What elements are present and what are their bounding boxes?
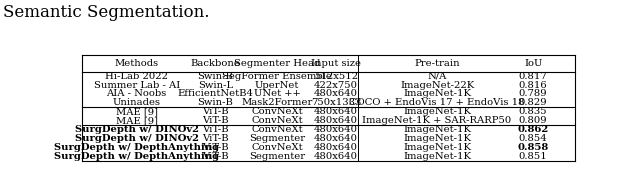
Text: 0.817: 0.817 — [519, 72, 547, 81]
Text: 480x640: 480x640 — [314, 116, 358, 125]
Text: 480x640: 480x640 — [314, 134, 358, 143]
Text: 0.809: 0.809 — [519, 116, 547, 125]
Text: 512x512: 512x512 — [314, 72, 358, 81]
Text: SurgDepth w/ DepthAnything: SurgDepth w/ DepthAnything — [54, 152, 220, 161]
Text: 0.854: 0.854 — [519, 134, 547, 143]
Text: Swin-B: Swin-B — [198, 72, 234, 81]
Text: ImageNet-22K: ImageNet-22K — [400, 81, 474, 90]
Text: MAE [9]: MAE [9] — [116, 107, 157, 116]
Text: UNet ++: UNet ++ — [253, 90, 300, 98]
Text: 0.851: 0.851 — [519, 152, 547, 161]
Text: SegFormer Ensemble: SegFormer Ensemble — [222, 72, 332, 81]
Text: 0.829: 0.829 — [519, 98, 547, 107]
Text: ImageNet-1K: ImageNet-1K — [403, 107, 471, 116]
Text: ViT-B: ViT-B — [202, 125, 228, 134]
Text: ImageNet-1K + SAR-RARP50: ImageNet-1K + SAR-RARP50 — [362, 116, 512, 125]
Text: ImageNet-1K: ImageNet-1K — [403, 143, 471, 152]
Text: Swin-L: Swin-L — [198, 81, 233, 90]
Text: ConvNeXt: ConvNeXt — [252, 143, 303, 152]
Text: MAE [9]: MAE [9] — [116, 116, 157, 125]
Text: Methods: Methods — [115, 59, 159, 68]
Text: 480x640: 480x640 — [314, 125, 358, 134]
Text: SurgDepth w/ DINOv2: SurgDepth w/ DINOv2 — [75, 125, 198, 134]
Text: 480x640: 480x640 — [314, 152, 358, 161]
Text: Segmenter Head: Segmenter Head — [234, 59, 320, 68]
Text: ViT-B: ViT-B — [202, 116, 228, 125]
Text: 750x1333: 750x1333 — [311, 98, 362, 107]
Text: ConvNeXt: ConvNeXt — [252, 107, 303, 116]
Text: Pre-train: Pre-train — [414, 59, 460, 68]
Text: AIA - Noobs: AIA - Noobs — [106, 90, 167, 98]
Text: 0.835: 0.835 — [519, 107, 547, 116]
Text: Summer Lab - AI: Summer Lab - AI — [93, 81, 180, 90]
Text: 480x640: 480x640 — [314, 107, 358, 116]
Text: Backbone: Backbone — [191, 59, 241, 68]
Text: Mask2Former: Mask2Former — [241, 98, 313, 107]
Text: 480x640: 480x640 — [314, 143, 358, 152]
Text: 0.816: 0.816 — [519, 81, 547, 90]
Text: SurgDepth w/ DepthAnything: SurgDepth w/ DepthAnything — [54, 143, 220, 152]
Text: SurgDepth w/ DINOv2: SurgDepth w/ DINOv2 — [75, 134, 198, 143]
Text: 422x750: 422x750 — [314, 81, 358, 90]
Text: EfficientNetB4: EfficientNetB4 — [177, 90, 253, 98]
Text: Semantic Segmentation.: Semantic Segmentation. — [3, 4, 210, 21]
Text: ImageNet-1K: ImageNet-1K — [403, 90, 471, 98]
Text: ImageNet-1K: ImageNet-1K — [403, 125, 471, 134]
Text: ImageNet-1K: ImageNet-1K — [403, 152, 471, 161]
Text: ConvNeXt: ConvNeXt — [252, 116, 303, 125]
Text: UperNet: UperNet — [255, 81, 300, 90]
Text: 480x640: 480x640 — [314, 90, 358, 98]
Text: Swin-B: Swin-B — [198, 98, 234, 107]
Text: ViT-B: ViT-B — [202, 152, 228, 161]
Text: Uninades: Uninades — [113, 98, 161, 107]
Text: ViT-B: ViT-B — [202, 143, 228, 152]
Text: 0.789: 0.789 — [519, 90, 547, 98]
Text: ViT-B: ViT-B — [202, 107, 228, 116]
Text: ImageNet-1K: ImageNet-1K — [403, 134, 471, 143]
Text: Segmenter: Segmenter — [249, 134, 305, 143]
Text: ViT-B: ViT-B — [202, 134, 228, 143]
Text: 0.862: 0.862 — [518, 125, 548, 134]
Text: N/A: N/A — [428, 72, 447, 81]
Text: Hi-Lab 2022: Hi-Lab 2022 — [105, 72, 168, 81]
Text: IoU: IoU — [524, 59, 542, 68]
Text: ConvNeXt: ConvNeXt — [252, 125, 303, 134]
Text: Segmenter: Segmenter — [249, 152, 305, 161]
Text: 0.858: 0.858 — [518, 143, 548, 152]
Text: COCO + EndoVis 17 + EndoVis 18: COCO + EndoVis 17 + EndoVis 18 — [349, 98, 525, 107]
Text: Input size: Input size — [311, 59, 361, 68]
